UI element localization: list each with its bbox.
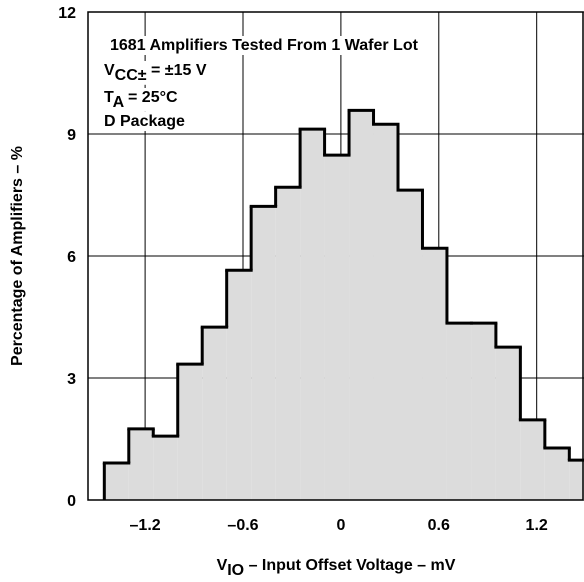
x-tick-label: –0.6 (227, 517, 258, 534)
y-tick-label: 9 (67, 127, 76, 144)
subscript: IO (227, 562, 244, 579)
bar (349, 110, 374, 500)
y-tick-label: 6 (67, 249, 76, 266)
text-part: = ±15 V (147, 62, 207, 79)
bar (177, 364, 203, 500)
text-part: – Input Offset Voltage – mV (244, 557, 456, 574)
annotation: 1681 Amplifiers Tested From 1 Wafer Lot (110, 37, 419, 54)
annotation-background (100, 112, 190, 131)
bar (128, 428, 154, 500)
bar (495, 347, 521, 500)
text-part: = 25°C (124, 89, 178, 106)
bar (398, 190, 423, 500)
subscript: A (113, 94, 125, 111)
x-axis-label: VIO – Input Offset Voltage – mV (217, 557, 456, 579)
bar (153, 436, 178, 500)
bar (422, 248, 447, 500)
y-tick-label: 0 (67, 493, 76, 510)
bar (300, 129, 325, 500)
text-part: T (104, 89, 114, 106)
annotation-background (100, 88, 182, 112)
bar (471, 323, 496, 500)
x-tick-label: 0.6 (428, 517, 450, 534)
bar (544, 447, 570, 500)
text-part: V (217, 557, 228, 574)
bar (275, 187, 301, 500)
annotation-background (106, 36, 423, 55)
bar (251, 206, 276, 500)
bar (520, 419, 545, 500)
x-tick-label: –1.2 (130, 517, 161, 534)
y-axis-label: Percentage of Amplifiers – % (9, 146, 26, 366)
bar (226, 270, 252, 500)
bar (373, 124, 398, 500)
bar (202, 327, 227, 500)
y-tick-label: 12 (58, 5, 76, 22)
bar (104, 462, 129, 500)
bar (446, 323, 472, 500)
x-tick-label: 0 (336, 517, 345, 534)
y-tick-label: 3 (67, 371, 76, 388)
annotation-background (100, 61, 211, 85)
annotation: D Package (104, 113, 185, 130)
annotation: VCC± = ±15 V (104, 62, 207, 84)
bar (324, 155, 350, 500)
annotation: TA = 25°C (104, 89, 178, 111)
text-part: D Package (104, 113, 185, 130)
subscript: CC± (115, 67, 147, 84)
text-part: 1681 Amplifiers Tested From 1 Wafer Lot (110, 37, 419, 54)
x-tick-label: 1.2 (526, 517, 548, 534)
bar (569, 460, 584, 500)
text-part: V (104, 62, 115, 79)
plot-frame (87, 11, 584, 501)
